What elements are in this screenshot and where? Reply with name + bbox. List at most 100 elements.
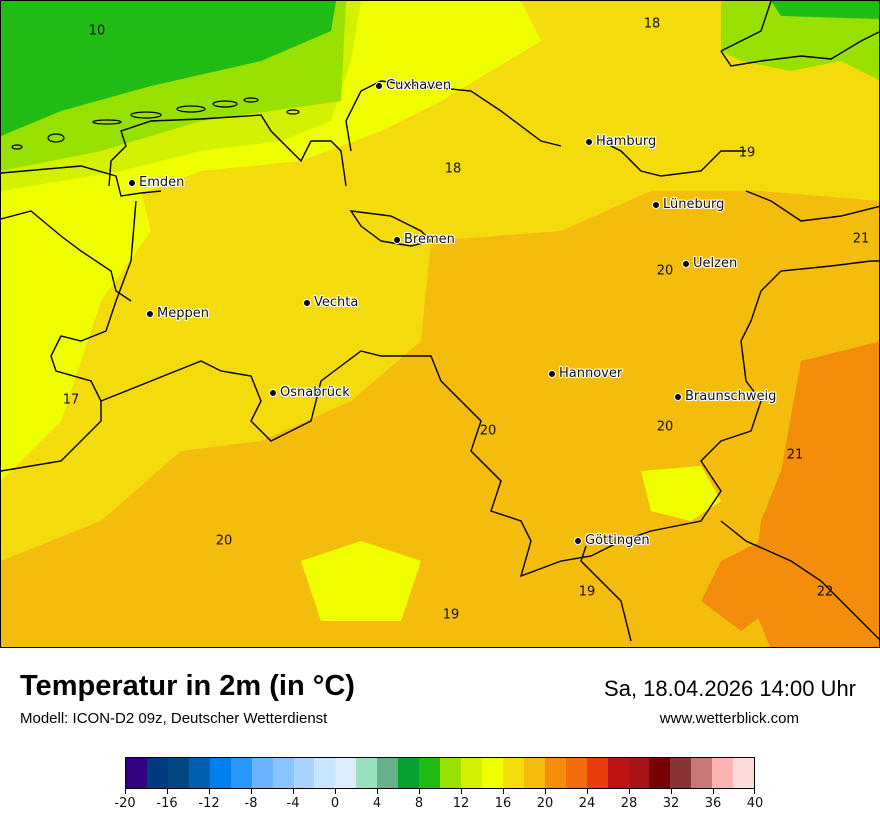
city-dot-icon	[674, 392, 682, 401]
colorbar-segment	[461, 758, 482, 788]
city-name: Emden	[139, 175, 185, 190]
city-dot-icon	[548, 369, 556, 378]
temperature-value: 19	[442, 607, 460, 623]
colorbar-segment	[565, 758, 587, 788]
colorbar-tick-label: 28	[620, 796, 638, 811]
city-marker: Lüneburg	[652, 197, 724, 212]
colorbar-tick	[461, 789, 462, 794]
city-dot-icon	[585, 137, 593, 146]
city-marker: Emden	[128, 175, 184, 190]
city-marker: Uelzen	[682, 256, 737, 271]
colorbar-tick-label: -8	[244, 796, 258, 811]
city-marker: Hamburg	[585, 134, 656, 149]
colorbar-segment	[691, 758, 713, 788]
colorbar-segment	[628, 758, 650, 788]
model-info: Modell: ICON-D2 09z, Deutscher Wetterdie…	[20, 710, 328, 727]
colorbar-tick-label: 8	[414, 796, 424, 811]
city-name: Hamburg	[596, 134, 657, 149]
colorbar-segment	[251, 758, 273, 788]
colorbar-tick	[629, 789, 630, 794]
colorbar-segment	[544, 758, 566, 788]
colorbar-tick	[587, 789, 588, 794]
colorbar-segment	[335, 758, 357, 788]
colorbar-tick	[671, 789, 672, 794]
city-marker: Göttingen	[574, 533, 650, 548]
colorbar-tick-label: 36	[704, 796, 722, 811]
colorbar-segment	[649, 758, 671, 788]
colorbar-tick-label: 16	[494, 796, 512, 811]
temperature-value: 21	[852, 231, 870, 247]
colorbar-ticks: -20 -16 -12 -8 -4 0 4 8 12 16 20 24 28 32 36 40	[114, 789, 763, 819]
colorbar-tick-label: -4	[286, 796, 300, 811]
colorbar-segment	[733, 758, 755, 788]
website-link[interactable]: www.wetterblick.com	[659, 710, 799, 727]
colorbar-segment	[712, 758, 734, 788]
colorbar-tick	[251, 789, 252, 794]
city-dot-icon	[652, 200, 660, 209]
city-marker: Osnabrück	[269, 385, 350, 400]
city-marker: Vechta	[303, 295, 358, 310]
colorbar-segment	[502, 758, 524, 788]
colorbar-tick-label: 4	[372, 796, 382, 811]
city-marker: Bremen	[393, 232, 455, 247]
temperature-value: 17	[62, 392, 80, 408]
colorbar-tick-label: -16	[156, 796, 178, 811]
map-field	[1, 1, 879, 647]
colorbar-tick	[754, 789, 755, 794]
colorbar-tick	[377, 789, 378, 794]
colorbar-tick-label: 24	[578, 796, 596, 811]
temperature-value: 20	[656, 419, 674, 435]
colorbar-tick	[167, 789, 168, 794]
colorbar-segment	[146, 758, 168, 788]
temperature-value: 18	[444, 161, 462, 177]
colorbar-tick-label: -20	[114, 796, 136, 811]
colorbar-tick	[335, 789, 336, 794]
colorbar-segment	[586, 758, 608, 788]
colorbar-segment	[419, 758, 441, 788]
colorbar-segment	[209, 758, 231, 788]
colorbar-segment	[314, 758, 336, 788]
temperature-map: Cuxhaven Hamburg Emden Lüneburg Bremen Uelzen…	[0, 0, 880, 648]
colorbar-legend	[125, 757, 755, 789]
city-dot-icon	[574, 536, 582, 545]
city-dot-icon	[682, 259, 690, 268]
colorbar-segment	[167, 758, 189, 788]
colorbar-tick	[125, 789, 126, 794]
temperature-value: 21	[786, 447, 804, 463]
colorbar-segment	[398, 758, 420, 788]
colorbar-segment	[670, 758, 692, 788]
city-name: Bremen	[404, 232, 455, 247]
temperature-value: 19	[738, 145, 756, 161]
city-name: Lüneburg	[663, 197, 725, 212]
colorbar-segment	[440, 758, 461, 788]
city-name: Meppen	[157, 306, 209, 321]
colorbar-segment	[272, 758, 294, 788]
city-name: Göttingen	[585, 533, 650, 548]
map-title: Temperatur in 2m (in °C)	[20, 670, 355, 702]
colorbar-tick-label: 20	[536, 796, 554, 811]
city-marker: Cuxhaven	[375, 78, 451, 93]
temperature-value: 19	[578, 584, 596, 600]
city-marker: Braunschweig	[674, 389, 776, 404]
colorbar-tick-label: 40	[746, 796, 764, 811]
temperature-value: 20	[479, 423, 497, 439]
colorbar-segment	[481, 758, 503, 788]
temperature-value: 18	[643, 16, 661, 32]
valid-datetime: Sa, 18.04.2026 14:00 Uhr	[604, 676, 856, 701]
city-dot-icon	[128, 178, 136, 187]
colorbar-tick	[503, 789, 504, 794]
colorbar-tick-label: 0	[330, 796, 340, 811]
temperature-value: 20	[656, 263, 674, 279]
colorbar-tick-label: 12	[452, 796, 470, 811]
city-dot-icon	[393, 235, 401, 244]
colorbar-segment	[293, 758, 315, 788]
colorbar-tick	[209, 789, 210, 794]
city-name: Cuxhaven	[386, 78, 452, 93]
city-name: Braunschweig	[685, 389, 777, 404]
temperature-value: 20	[215, 533, 233, 549]
colorbar-segment	[230, 758, 252, 788]
colorbar-tick-label: 32	[662, 796, 680, 811]
city-dot-icon	[146, 309, 154, 318]
city-dot-icon	[303, 298, 311, 307]
city-name: Hannover	[559, 366, 623, 381]
